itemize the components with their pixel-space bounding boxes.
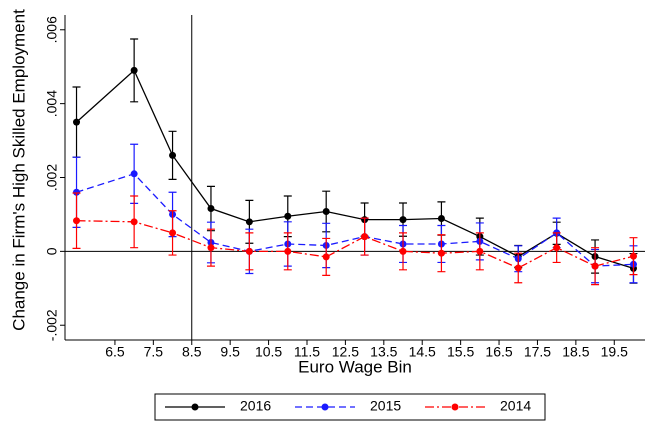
point xyxy=(169,229,177,237)
point xyxy=(437,249,445,257)
point xyxy=(322,207,330,215)
point xyxy=(245,247,253,255)
point xyxy=(73,217,81,225)
y-tick-label: .002 xyxy=(44,164,60,191)
point xyxy=(169,151,177,159)
x-axis-label: Euro Wage Bin xyxy=(298,357,412,376)
point xyxy=(130,218,138,226)
point xyxy=(130,170,138,178)
y-tick-label: .004 xyxy=(44,90,60,117)
point xyxy=(207,205,215,213)
x-tick-label: 17.5 xyxy=(524,344,551,360)
legend-marker xyxy=(321,403,329,411)
x-tick-label: 12.5 xyxy=(332,344,359,360)
point xyxy=(629,252,637,260)
x-tick-label: 11.5 xyxy=(294,344,320,360)
point xyxy=(514,264,522,272)
point xyxy=(591,262,599,270)
legend-marker xyxy=(191,403,199,411)
y-tick-label: .006 xyxy=(44,16,60,43)
y-tick-label: 0 xyxy=(44,247,60,255)
x-tick-label: 10.5 xyxy=(255,344,282,360)
point xyxy=(73,118,81,126)
x-tick-label: 7.5 xyxy=(144,344,164,360)
point xyxy=(73,188,81,196)
y-tick-label: -.002 xyxy=(44,309,60,341)
legend-box xyxy=(154,393,546,421)
x-tick-label: 15.5 xyxy=(447,344,474,360)
x-tick-label: 14.5 xyxy=(409,344,436,360)
legend-marker xyxy=(451,403,459,411)
x-tick-label: 9.5 xyxy=(220,344,240,360)
point xyxy=(476,247,484,255)
point xyxy=(399,247,407,255)
x-tick-label: 8.5 xyxy=(182,344,202,360)
point xyxy=(284,247,292,255)
x-tick-label: 19.5 xyxy=(601,344,628,360)
point xyxy=(130,66,138,74)
point xyxy=(207,244,215,252)
legend-label: 2015 xyxy=(370,398,401,414)
point xyxy=(322,253,330,261)
x-tick-label: 16.5 xyxy=(485,344,512,360)
point xyxy=(361,233,369,241)
point xyxy=(245,218,253,226)
x-tick-label: 13.5 xyxy=(370,344,397,360)
x-tick-label: 18.5 xyxy=(562,344,589,360)
point xyxy=(399,216,407,224)
point xyxy=(553,244,561,252)
x-tick-label: 6.5 xyxy=(105,344,125,360)
legend-label: 2014 xyxy=(500,398,531,414)
series-line xyxy=(76,220,634,269)
point xyxy=(284,212,292,220)
point xyxy=(437,214,445,222)
legend-label: 2016 xyxy=(240,398,271,414)
series-line xyxy=(76,173,634,267)
y-axis-label: Change in Firm's High Skilled Employment xyxy=(9,9,28,331)
